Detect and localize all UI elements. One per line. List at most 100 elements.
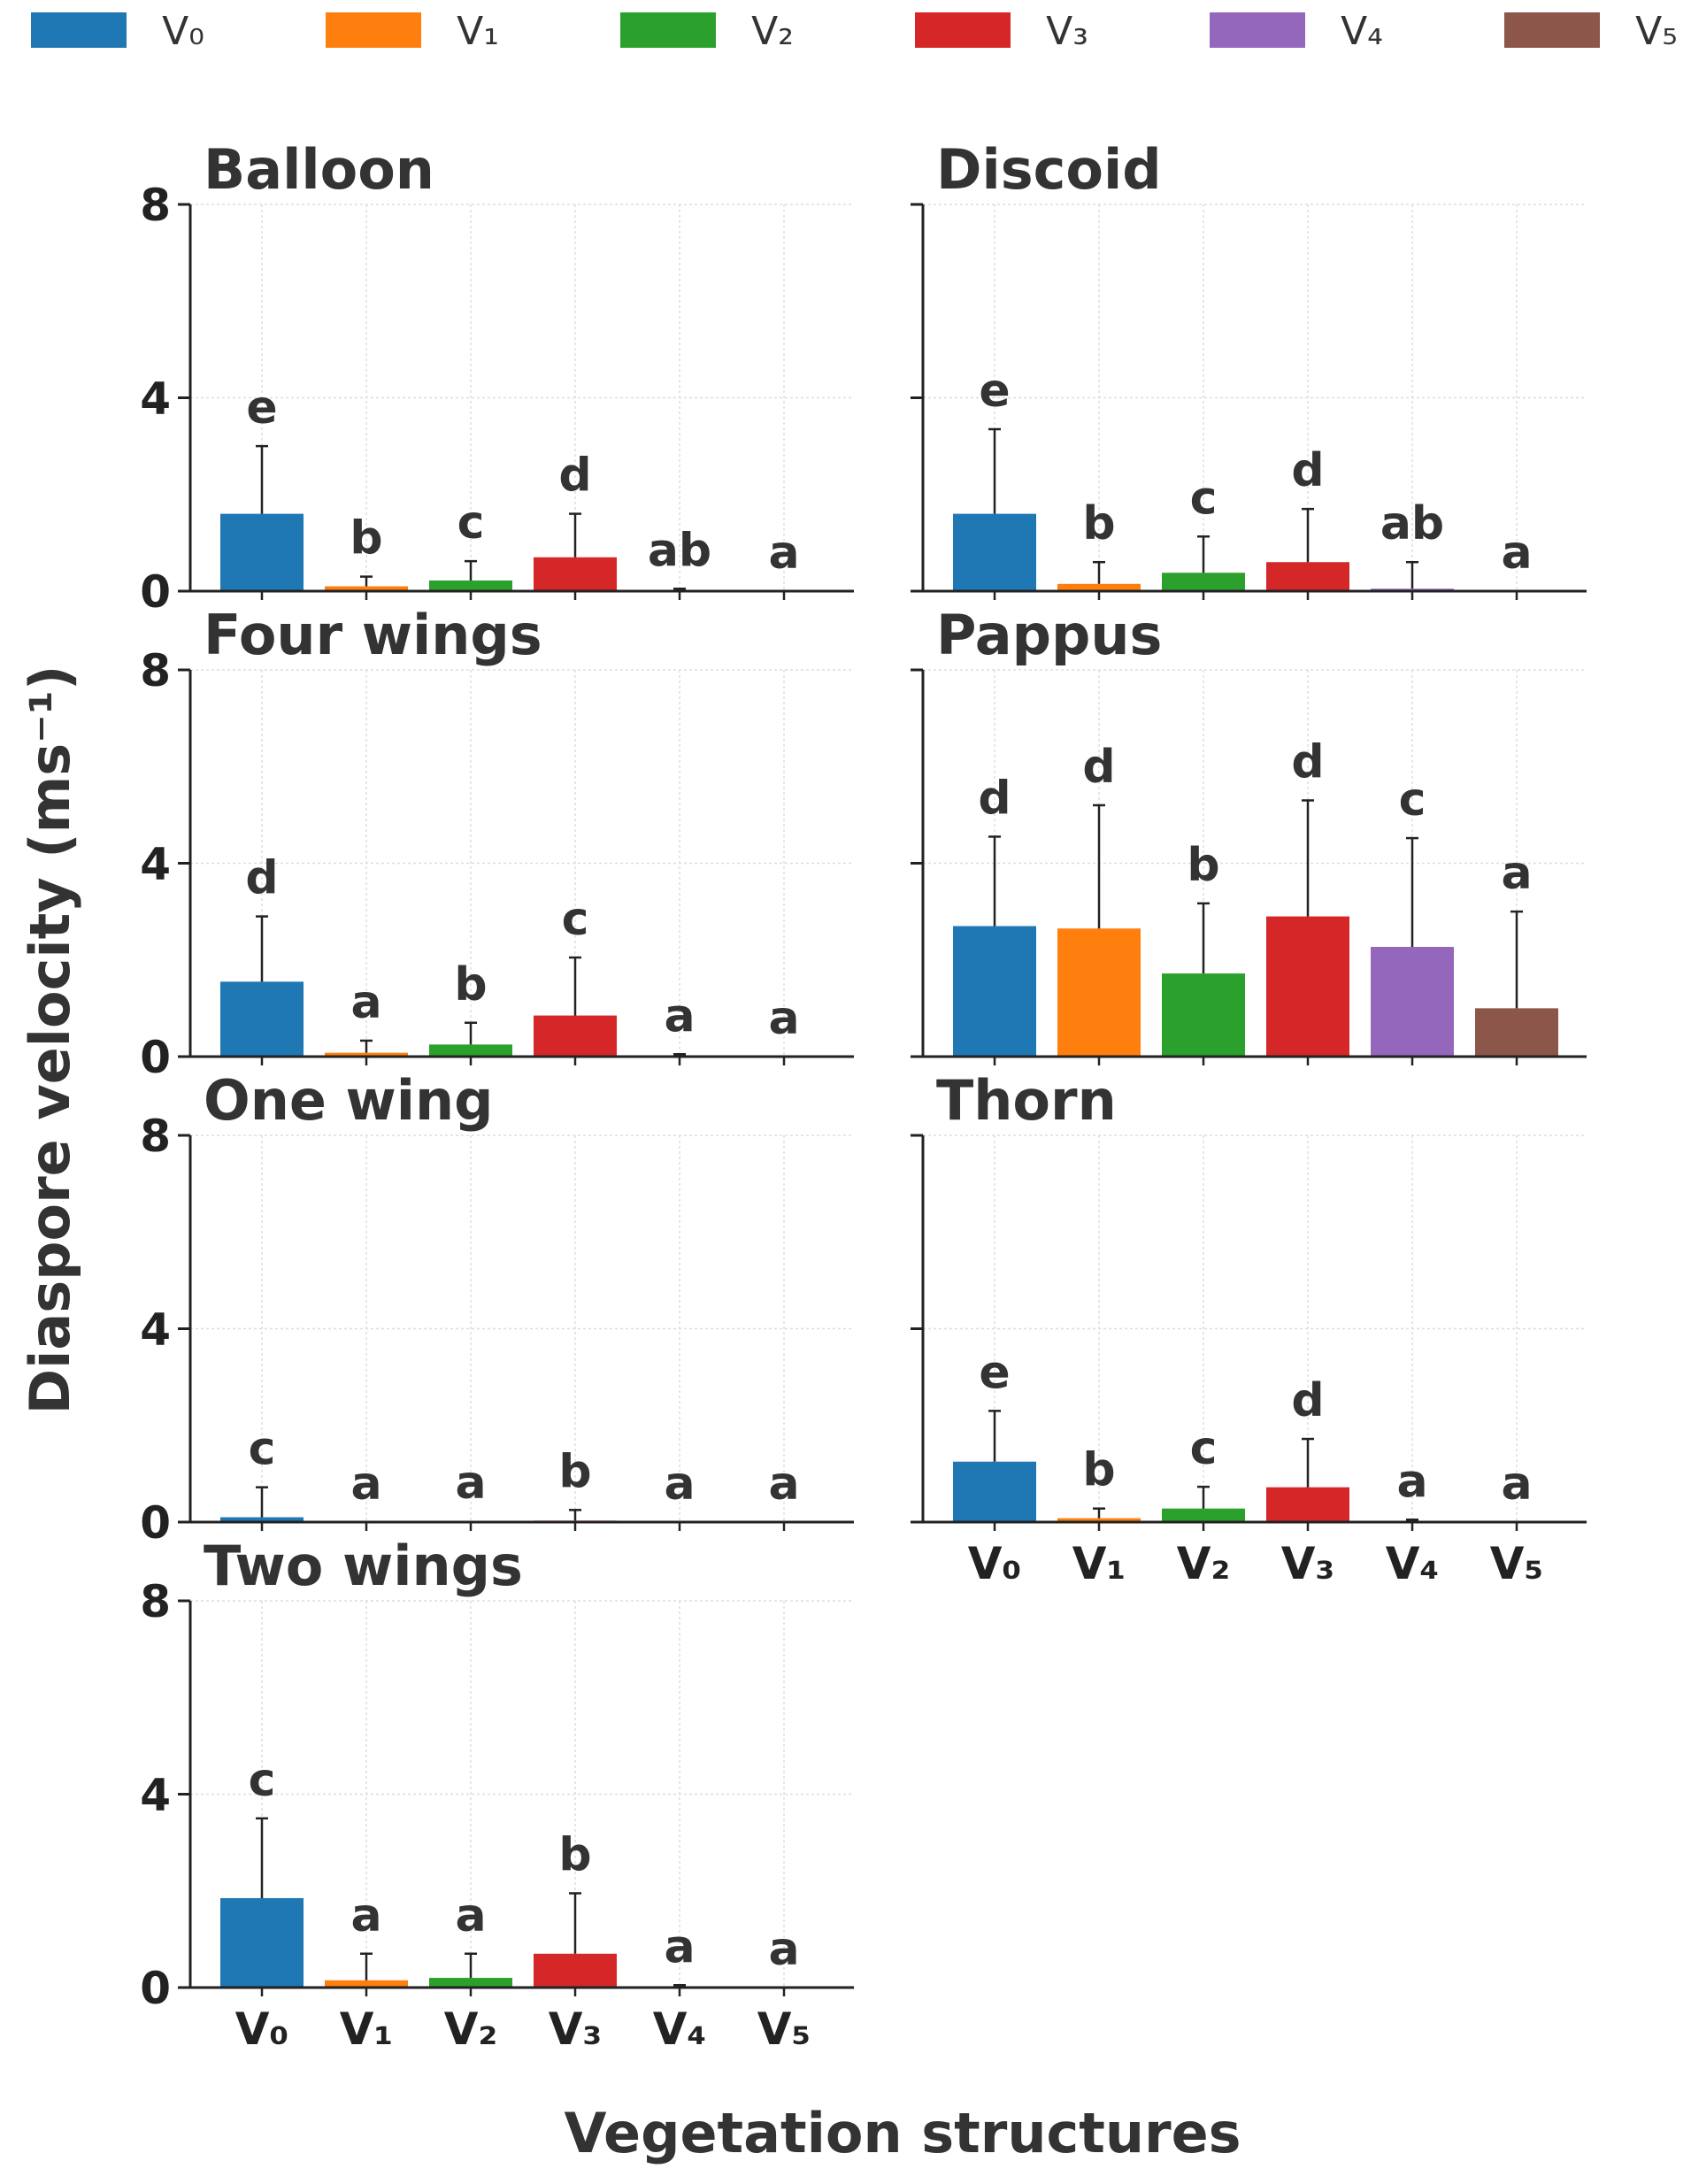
significance-label: a xyxy=(1396,1455,1427,1508)
x-tick-label: V₀ xyxy=(235,2003,289,2055)
y-tick-label: 4 xyxy=(140,839,171,890)
bar xyxy=(1371,947,1454,1057)
significance-label: b xyxy=(1187,839,1219,892)
bar xyxy=(325,1980,408,1988)
legend-label-3: V₃ xyxy=(1046,9,1088,54)
significance-label: ab xyxy=(648,524,711,577)
x-tick-label: V₂ xyxy=(1177,1538,1231,1589)
y-tick-label: 4 xyxy=(140,1770,171,1821)
x-tick-label: V₃ xyxy=(549,2003,603,2055)
legend-label-1: V₁ xyxy=(457,9,499,54)
significance-label: b xyxy=(1082,497,1115,550)
significance-label: a xyxy=(350,1889,381,1942)
panel-title: One wing xyxy=(204,1068,494,1133)
significance-label: b xyxy=(454,958,487,1011)
bar xyxy=(1475,1008,1558,1057)
significance-label: ab xyxy=(1380,497,1444,550)
panel-balloon: e b c d ab a 0 4 8 Balloon xyxy=(140,137,854,618)
bar xyxy=(953,926,1036,1057)
y-tick-label: 8 xyxy=(140,180,171,231)
bar xyxy=(953,1461,1036,1522)
significance-label: b xyxy=(558,1828,591,1881)
bar xyxy=(1162,973,1245,1057)
panel-four-wings: d a b c a a 0 4 8 Four wings xyxy=(140,603,854,1083)
y-tick-label: 0 xyxy=(140,1032,171,1083)
bar xyxy=(534,1953,617,1988)
significance-label: b xyxy=(1082,1444,1115,1497)
legend-swatch-1 xyxy=(326,12,421,48)
bar xyxy=(220,1897,304,1988)
significance-label: d xyxy=(1082,741,1115,794)
legend: V₀ V₁ V₂ V₃ V₄ V₅ xyxy=(31,9,1678,54)
panel-discoid: e b c d ab a Discoid xyxy=(911,137,1587,600)
significance-label: a xyxy=(350,976,381,1029)
bar xyxy=(1266,562,1349,591)
bar xyxy=(953,513,1036,591)
panel-title: Thorn xyxy=(936,1068,1117,1133)
y-tick-label: 4 xyxy=(140,1304,171,1356)
significance-label: c xyxy=(249,1754,276,1807)
panel-title: Pappus xyxy=(936,603,1162,667)
significance-label: c xyxy=(562,893,589,946)
significance-label: a xyxy=(1501,1457,1532,1511)
significance-label: b xyxy=(350,512,382,565)
x-tick-label: V₄ xyxy=(653,2003,707,2055)
significance-label: e xyxy=(979,1346,1010,1399)
significance-label: d xyxy=(1291,735,1324,788)
bar xyxy=(325,1052,408,1057)
significance-label: a xyxy=(455,1457,486,1510)
significance-label: a xyxy=(768,527,799,580)
y-tick-label: 8 xyxy=(140,645,171,696)
legend-swatch-4 xyxy=(1210,12,1305,48)
significance-label: d xyxy=(978,772,1011,825)
significance-label: d xyxy=(245,852,278,905)
bar xyxy=(1266,916,1349,1057)
legend-swatch-2 xyxy=(620,12,716,48)
significance-label: a xyxy=(1501,847,1532,900)
panel-pappus: d d b d c a Pappus xyxy=(911,603,1587,1065)
legend-label-4: V₄ xyxy=(1341,9,1383,54)
bar xyxy=(534,557,617,591)
bar xyxy=(1057,928,1141,1057)
y-tick-label: 0 xyxy=(140,566,171,618)
significance-label: a xyxy=(350,1457,381,1511)
significance-label: c xyxy=(457,496,485,550)
bar xyxy=(325,586,408,591)
panel-one-wing: c a a b a a 0 4 8 One wing xyxy=(140,1068,854,1549)
bar xyxy=(1057,583,1141,591)
bar xyxy=(1162,1508,1245,1522)
x-tick-label: V₅ xyxy=(757,2003,811,2055)
significance-label: a xyxy=(768,992,799,1045)
significance-label: a xyxy=(664,989,695,1042)
legend-swatch-0 xyxy=(31,12,127,48)
significance-label: e xyxy=(979,365,1010,418)
bar xyxy=(1057,1518,1141,1522)
legend-label-0: V₀ xyxy=(162,9,204,54)
bar xyxy=(429,1978,512,1988)
panel-thorn: e V₀ b V₁ c V₂ d V₃ a V₄ a V₅ Thorn xyxy=(911,1068,1587,1589)
y-tick-label: 0 xyxy=(140,1963,171,2014)
significance-label: d xyxy=(1291,1374,1324,1427)
y-tick-label: 8 xyxy=(140,1576,171,1627)
significance-label: a xyxy=(768,1457,799,1511)
significance-label: c xyxy=(1190,1422,1218,1475)
x-tick-label: V₁ xyxy=(1072,1538,1126,1589)
significance-label: a xyxy=(455,1889,486,1942)
panel-title: Balloon xyxy=(204,137,434,202)
bar xyxy=(220,1517,304,1522)
legend-swatch-5 xyxy=(1504,12,1600,48)
significance-label: c xyxy=(1190,472,1218,525)
significance-label: d xyxy=(1291,444,1324,497)
y-tick-label: 8 xyxy=(140,1111,171,1162)
panel-title: Four wings xyxy=(204,603,542,667)
significance-label: a xyxy=(1501,527,1532,580)
x-axis-label: Vegetation structures xyxy=(564,2101,1241,2165)
significance-label: c xyxy=(1399,773,1426,827)
legend-label-5: V₅ xyxy=(1635,9,1678,54)
significance-label: a xyxy=(664,1920,695,1973)
y-tick-label: 0 xyxy=(140,1497,171,1549)
significance-label: a xyxy=(664,1457,695,1511)
panel-title: Two wings xyxy=(204,1534,523,1598)
